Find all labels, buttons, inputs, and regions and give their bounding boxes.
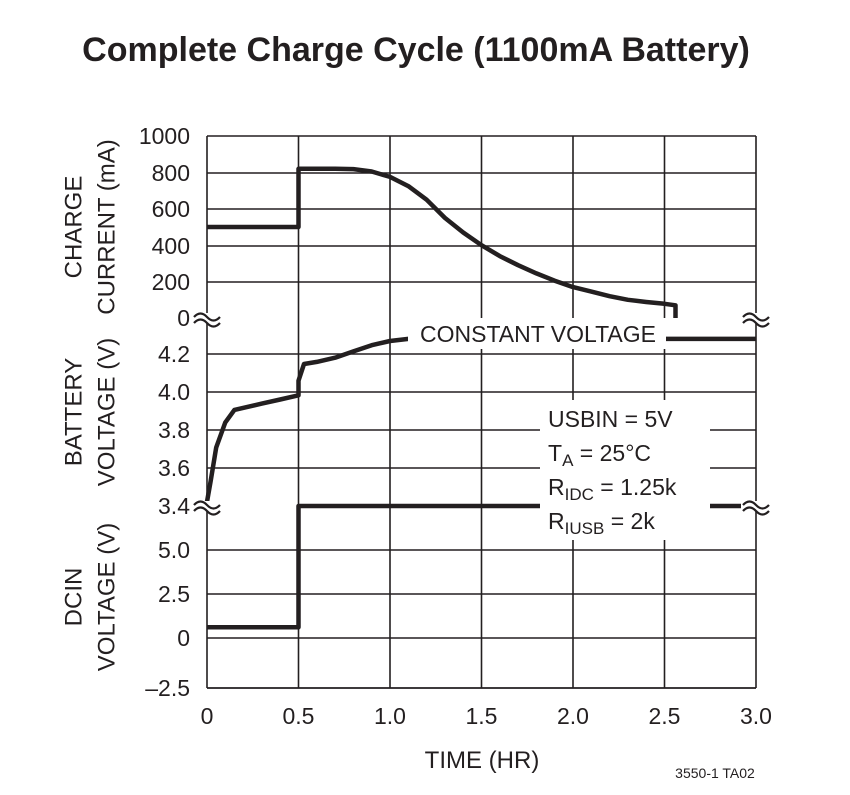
conditions-backing (540, 400, 710, 540)
y-tick-label-p0-0: 0 (177, 305, 190, 331)
annotation-backing (408, 318, 666, 349)
y-tick-label-p0-2: 400 (152, 233, 190, 259)
x-tick-label-2: 1.0 (374, 703, 406, 729)
condition-riusb: RIUSB = 2k (548, 508, 655, 538)
axis-break-1-0-a (193, 500, 221, 510)
constant-voltage-annotation: CONSTANT VOLTAGE (420, 321, 656, 347)
axis-break-0-0-a (193, 312, 221, 322)
y-tick-label-p2-0: –2.5 (145, 675, 190, 701)
figure-code: 3550-1 TA02 (675, 765, 755, 781)
axis-break-1-1-a (742, 500, 770, 510)
condition-ta: TA = 25°C (548, 440, 651, 470)
y-axis-label-p2-1: VOLTAGE (V) (94, 523, 121, 671)
series-line-p0-0 (207, 166, 678, 318)
axis-break-0-1-a (742, 312, 770, 322)
y-axis-label-p0-0: CHARGE (61, 176, 88, 279)
y-tick-label-p0-4: 800 (152, 160, 190, 186)
x-tick-label-4: 2.0 (557, 703, 589, 729)
condition-riusb-part: R (548, 508, 565, 534)
y-tick-label-p0-5: 1000 (139, 123, 190, 149)
condition-usbin-part: USBIN = 5V (548, 406, 673, 432)
y-tick-label-p2-1: 0 (177, 625, 190, 651)
condition-ridc: RIDC = 1.25k (548, 474, 677, 504)
condition-ridc-part: R (548, 474, 565, 500)
chart-title: Complete Charge Cycle (1100mA Battery) (82, 31, 750, 69)
condition-usbin: USBIN = 5V (548, 406, 673, 432)
y-tick-label-p1-2: 3.8 (158, 417, 190, 443)
condition-riusb-part: IUSB (565, 519, 605, 538)
x-tick-label-0: 0 (201, 703, 214, 729)
condition-ta-part: A (562, 451, 574, 470)
x-tick-label-6: 3.0 (740, 703, 772, 729)
y-tick-label-p1-1: 3.6 (158, 455, 190, 481)
y-tick-label-p1-3: 4.0 (158, 379, 190, 405)
y-axis-label-p0-1: CURRENT (mA) (94, 139, 121, 315)
x-axis-label: TIME (HR) (425, 747, 540, 774)
y-tick-label-p2-3: 5.0 (158, 537, 190, 563)
grid-layer: 0 0.5 1.0 1.5 2.0 2.5 3.0 0 200 400 600 800 1000 3.4 3… (139, 123, 772, 729)
series-line-p2-0 (207, 503, 756, 630)
y-tick-label-p1-0: 3.4 (158, 493, 190, 519)
axis-break-0-1-b (742, 318, 770, 328)
y-tick-label-p1-4: 4.2 (158, 341, 190, 367)
axis-break-1-1-b (742, 506, 770, 516)
y-tick-label-p2-2: 2.5 (158, 581, 190, 607)
x-tick-label-5: 2.5 (649, 703, 681, 729)
condition-ridc-part: = 1.25k (594, 474, 677, 500)
condition-riusb-part: = 2k (604, 508, 655, 534)
y-tick-label-p0-1: 200 (152, 269, 190, 295)
condition-ta-part: T (548, 440, 562, 466)
axis-break-1-0-b (193, 506, 221, 516)
y-axis-label-p1-0: BATTERY (61, 358, 88, 466)
y-tick-label-p0-3: 600 (152, 196, 190, 222)
condition-ridc-part: IDC (565, 485, 594, 504)
x-tick-label-1: 0.5 (283, 703, 315, 729)
y-axis-label-p1-1: VOLTAGE (V) (94, 338, 121, 486)
condition-ta-part: = 25°C (573, 440, 651, 466)
x-tick-label-3: 1.5 (466, 703, 498, 729)
y-axis-label-p2-0: DCIN (61, 568, 88, 627)
axis-break-0-0-b (193, 318, 221, 328)
label-layer: CHARGE CURRENT (mA)BATTERY VOLTAGE (V)DCIN… (61, 139, 771, 671)
